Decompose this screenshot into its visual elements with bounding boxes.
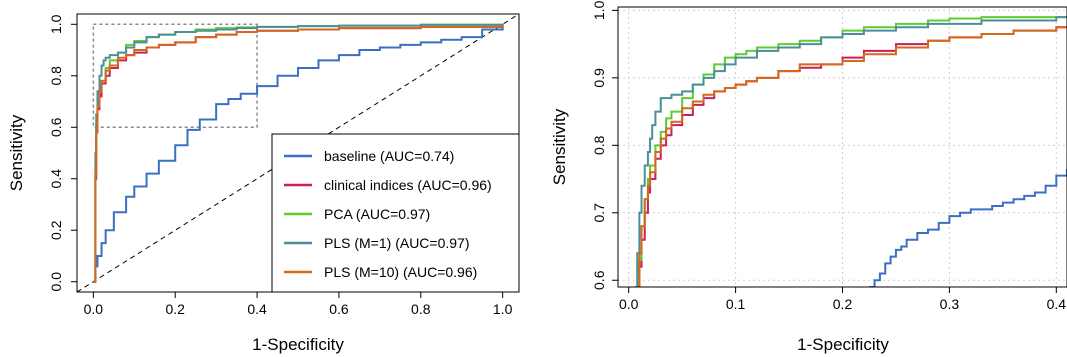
legend-label-pls-m-1-auc-0-97: PLS (M=1) (AUC=0.97) <box>324 235 470 251</box>
legend: baseline (AUC=0.74) clinical indices (AUC… <box>271 133 520 293</box>
series-line-pls-m-1-auc-0-97 <box>93 23 504 283</box>
roc-panel-full: 0.0 0.2 0.4 0.6 0.8 1.0 0.0 0.2 0.4 0.6 0.8 1.0 1-Sp… <box>7 13 520 354</box>
y-tick-label: 0.0 <box>48 272 64 292</box>
x-tick-label: 0.1 <box>726 296 746 312</box>
y-tick-label: 0.6 <box>48 117 64 137</box>
legend-box <box>271 133 520 293</box>
zoom-region-box <box>92 23 258 129</box>
x-tick-label: 0.4 <box>247 301 267 317</box>
x-tick-label: 0.2 <box>833 296 853 312</box>
x-axis-label: 1-Specificity <box>797 335 889 354</box>
y-tick-label: 0.9 <box>591 68 607 88</box>
series-line-pls-m-1-auc-0-97 <box>635 16 1067 287</box>
y-tick-label: 0.8 <box>48 66 64 86</box>
x-tick-label: 0.3 <box>940 296 960 312</box>
legend-label-pls-m-10-auc-0-96: PLS (M=10) (AUC=0.96) <box>324 264 477 280</box>
y-axis-label: Sensitivity <box>7 114 26 191</box>
x-axis-label: 1-Specificity <box>252 335 344 354</box>
series-line-pls-m-10-auc-0-96 <box>93 24 504 283</box>
roc-panel-zoomed: 0.0 0.1 0.2 0.3 0.4 0.6 0.7 0.8 0.9 1.0 1-Specific… <box>550 0 1067 354</box>
series-line-baseline-auc-0-74 <box>93 24 504 283</box>
y-tick-label: 1.0 <box>48 14 64 34</box>
x-tick-label: 0.4 <box>1047 296 1067 312</box>
x-tick-label: 1.0 <box>493 301 513 317</box>
x-tick-label: 0.0 <box>619 296 639 312</box>
series-line-pls-m-10-auc-0-96 <box>637 26 1067 287</box>
x-tick-label: 0.2 <box>165 301 185 317</box>
legend-label-clinical-indices-auc-0-96: clinical indices (AUC=0.96) <box>324 177 492 193</box>
series-line-clinical-indices-auc-0-96 <box>637 26 1067 287</box>
x-tick-label: 0.0 <box>84 301 104 317</box>
series-line-baseline-auc-0-74 <box>869 168 1067 287</box>
y-tick-label: 0.6 <box>591 270 607 290</box>
x-tick-label: 0.8 <box>411 301 431 317</box>
y-tick-label: 1.0 <box>591 0 607 20</box>
y-tick-label: 0.4 <box>48 169 64 189</box>
y-tick-label: 0.8 <box>591 135 607 155</box>
y-tick-label: 0.2 <box>48 220 64 240</box>
y-tick-label: 0.7 <box>591 203 607 223</box>
y-axis-label: Sensitivity <box>550 108 569 185</box>
legend-label-baseline-auc-0-74: baseline (AUC=0.74) <box>324 148 454 164</box>
legend-label-pca-auc-0-97: PCA (AUC=0.97) <box>324 206 430 222</box>
x-tick-label: 0.6 <box>329 301 349 317</box>
